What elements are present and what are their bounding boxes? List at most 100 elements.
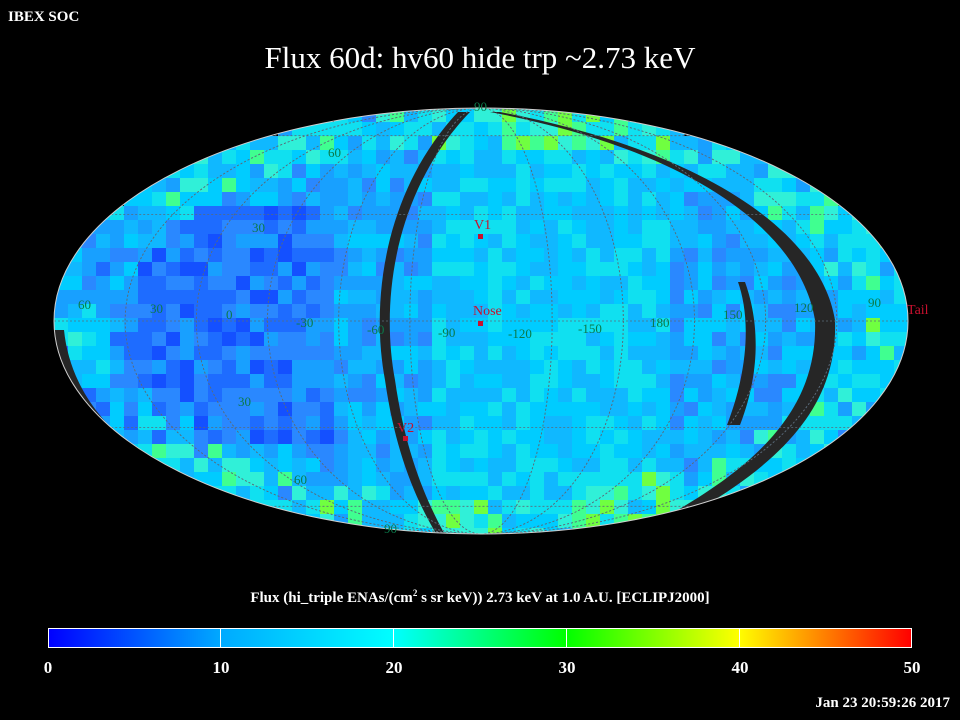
flux-pixel — [306, 192, 321, 207]
flux-pixel — [250, 374, 265, 389]
flux-pixel — [726, 360, 741, 375]
flux-pixel — [544, 514, 559, 529]
lat-minus30-label: 30 — [238, 394, 251, 409]
flux-pixel — [194, 416, 209, 431]
flux-pixel — [432, 472, 447, 487]
flux-pixel — [362, 360, 377, 375]
flux-pixel — [488, 304, 503, 319]
flux-pixel — [502, 234, 517, 249]
flux-pixel — [754, 402, 769, 417]
flux-pixel — [614, 122, 629, 137]
flux-pixel — [208, 346, 223, 361]
flux-pixel — [278, 374, 293, 389]
flux-pixel — [684, 234, 699, 249]
flux-pixel — [292, 346, 307, 361]
flux-pixel — [474, 220, 489, 235]
flux-pixel — [292, 374, 307, 389]
flux-pixel — [502, 332, 517, 347]
flux-pixel — [516, 346, 531, 361]
flux-pixel — [460, 122, 475, 137]
flux-pixel — [642, 276, 657, 291]
flux-pixel — [418, 430, 433, 445]
flux-pixel — [152, 318, 167, 333]
flux-pixel — [194, 262, 209, 277]
flux-pixel — [684, 332, 699, 347]
flux-pixel — [362, 444, 377, 459]
flux-pixel — [600, 234, 615, 249]
flux-pixel — [586, 122, 601, 137]
flux-pixel — [96, 234, 111, 249]
flux-pixel — [180, 332, 195, 347]
flux-pixel — [754, 164, 769, 179]
colorbar-label-rest: s sr keV)) 2.73 keV at 1.0 A.U. [ECLIPJ2… — [417, 590, 710, 606]
flux-pixel — [222, 444, 237, 459]
flux-pixel — [558, 178, 573, 193]
flux-pixel — [82, 276, 97, 291]
flux-pixel — [124, 332, 139, 347]
flux-pixel — [516, 458, 531, 473]
flux-pixel — [544, 248, 559, 263]
flux-pixel — [614, 430, 629, 445]
flux-pixel — [432, 374, 447, 389]
flux-pixel — [418, 402, 433, 417]
flux-pixel — [614, 318, 629, 333]
lon-minus60-label: -60 — [367, 322, 384, 337]
flux-pixel — [264, 262, 279, 277]
flux-pixel — [544, 416, 559, 431]
flux-pixel — [502, 402, 517, 417]
flux-pixel — [236, 290, 251, 305]
flux-pixel — [138, 192, 153, 207]
flux-pixel — [292, 332, 307, 347]
flux-pixel — [852, 374, 867, 389]
colorbar — [48, 628, 912, 648]
flux-pixel — [754, 318, 769, 333]
flux-pixel — [446, 374, 461, 389]
flux-pixel — [712, 248, 727, 263]
flux-pixel — [810, 444, 825, 459]
flux-pixel — [530, 402, 545, 417]
flux-pixel — [880, 360, 895, 375]
flux-pixel — [152, 192, 167, 207]
flux-pixel — [320, 374, 335, 389]
flux-pixel — [656, 304, 671, 319]
flux-pixel — [264, 346, 279, 361]
flux-pixel — [292, 304, 307, 319]
flux-pixel — [572, 318, 587, 333]
flux-pixel — [334, 290, 349, 305]
flux-pixel — [600, 150, 615, 165]
flux-pixel — [810, 206, 825, 221]
flux-pixel — [474, 136, 489, 151]
flux-pixel — [208, 332, 223, 347]
flux-pixel — [600, 332, 615, 347]
flux-pixel — [488, 262, 503, 277]
flux-pixel — [726, 430, 741, 445]
flux-pixel — [516, 178, 531, 193]
flux-pixel — [208, 318, 223, 333]
flux-pixel — [250, 192, 265, 207]
flux-pixel — [124, 276, 139, 291]
flux-pixel — [544, 318, 559, 333]
flux-pixel — [768, 360, 783, 375]
flux-pixel — [684, 262, 699, 277]
flux-pixel — [726, 248, 741, 263]
flux-pixel — [320, 346, 335, 361]
flux-pixel — [530, 276, 545, 291]
flux-pixel — [292, 416, 307, 431]
flux-pixel — [362, 234, 377, 249]
flux-pixel — [446, 262, 461, 277]
flux-pixel — [166, 178, 181, 193]
flux-pixel — [684, 346, 699, 361]
flux-pixel — [432, 486, 447, 501]
flux-pixel — [138, 220, 153, 235]
flux-pixel — [544, 192, 559, 207]
flux-pixel — [334, 360, 349, 375]
flux-pixel — [670, 192, 685, 207]
flux-pixel — [586, 290, 601, 305]
flux-pixel — [586, 248, 601, 263]
flux-pixel — [670, 402, 685, 417]
flux-pixel — [376, 234, 391, 249]
meridian-line — [124, 108, 838, 534]
flux-pixel — [110, 234, 125, 249]
flux-pixel — [124, 290, 139, 305]
flux-pixel — [208, 178, 223, 193]
